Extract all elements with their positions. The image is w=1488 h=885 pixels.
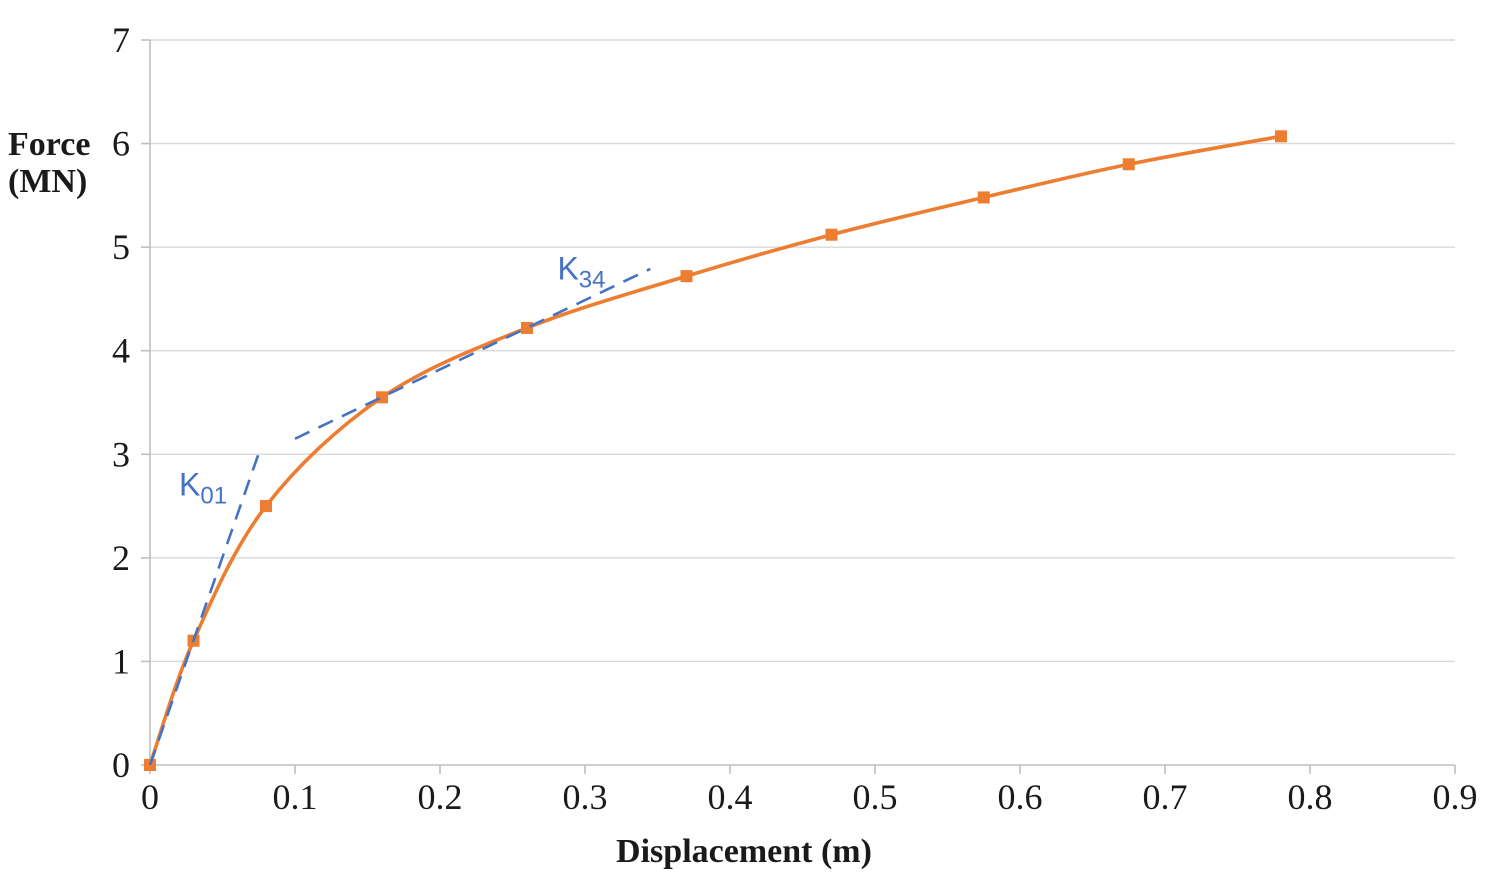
x-tick-label: 0.1 <box>273 777 318 817</box>
x-tick-label: 0.8 <box>1288 777 1333 817</box>
k34-label: K34 <box>557 250 605 293</box>
y-tick-label: 4 <box>112 331 130 371</box>
x-tick-label: 0.2 <box>418 777 463 817</box>
k01-label: K01 <box>179 467 227 510</box>
y-axis-title: Force (MN) <box>8 126 128 201</box>
k34-tangent-line <box>294 267 651 440</box>
x-tick-label: 0.4 <box>708 777 753 817</box>
y-tick-label: 3 <box>112 434 130 474</box>
y-tick-label: 7 <box>112 20 130 60</box>
y-tick-label: 1 <box>112 641 130 681</box>
x-tick-label: 0.5 <box>853 777 898 817</box>
force-displacement-curve-marker <box>521 321 533 334</box>
x-tick-label: 0.6 <box>998 777 1043 817</box>
y-tick-label: 6 <box>112 124 130 164</box>
y-tick-label: 5 <box>112 227 130 267</box>
k01-label-base: K <box>179 467 200 503</box>
x-axis-title: Displacement (m) <box>616 833 872 870</box>
force-displacement-curve-marker <box>977 191 990 204</box>
k34-label-subscript: 34 <box>579 266 606 293</box>
x-tick-label: 0.3 <box>563 777 608 817</box>
y-axis-title-line2: (MN) <box>8 163 88 201</box>
x-tick-label: 0.9 <box>1433 777 1478 817</box>
force-displacement-curve-marker <box>260 500 272 513</box>
force-displacement-curve-marker <box>1122 158 1135 171</box>
force-displacement-curve-marker <box>1275 130 1287 143</box>
y-tick-label: 2 <box>112 538 130 578</box>
y-axis-title-line1: Force <box>8 126 91 163</box>
k01-tangent-line <box>148 448 262 766</box>
force-displacement-curve-line <box>148 134 1282 766</box>
x-tick-label: 0 <box>141 777 159 817</box>
force-displacement-curve-marker <box>680 270 693 283</box>
force-displacement-curve-marker <box>825 228 838 241</box>
k34-label-base: K <box>557 250 578 286</box>
k01-label-subscript: 01 <box>200 483 227 510</box>
x-tick-label: 0.7 <box>1143 777 1188 817</box>
force-displacement-curve-marker <box>376 391 388 404</box>
y-tick-label: 0 <box>112 745 130 785</box>
